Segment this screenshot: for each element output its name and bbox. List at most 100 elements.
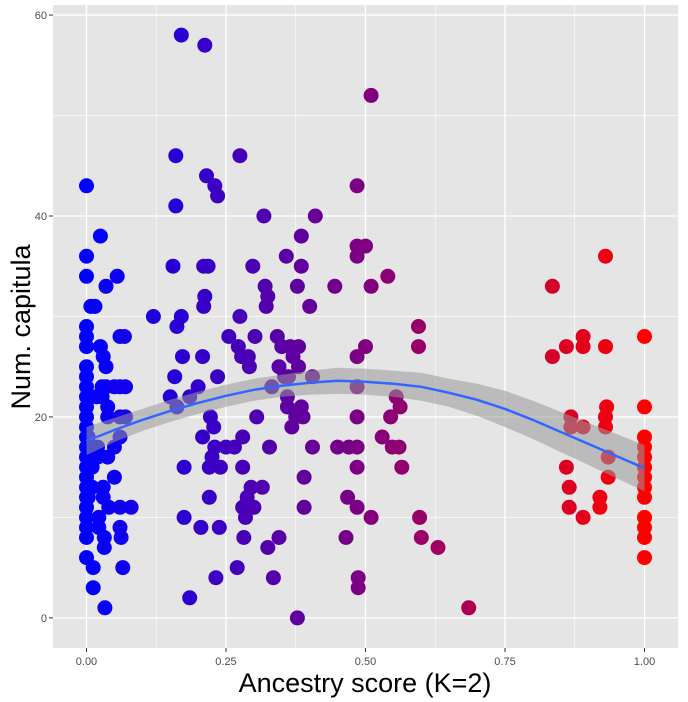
data-point — [106, 469, 122, 485]
x-tick-label: 0.50 — [355, 656, 376, 668]
data-point — [637, 489, 652, 505]
data-point — [561, 499, 577, 515]
data-point — [165, 258, 181, 274]
data-point — [97, 600, 113, 616]
data-point — [363, 87, 379, 103]
data-point — [260, 288, 276, 304]
data-point — [173, 309, 189, 324]
data-point — [118, 379, 133, 395]
data-point — [98, 359, 114, 375]
data-point — [236, 530, 252, 545]
data-point — [79, 268, 94, 284]
data-point — [85, 560, 101, 576]
major-gridlines — [53, 5, 678, 648]
data-point — [338, 530, 354, 545]
data-point — [291, 359, 306, 375]
data-point — [349, 409, 365, 425]
data-point — [197, 37, 213, 53]
data-point — [176, 459, 192, 475]
data-point — [411, 339, 426, 355]
data-point — [256, 208, 272, 224]
data-point — [392, 399, 408, 415]
y-tick-label: 60 — [35, 10, 47, 22]
data-point — [412, 509, 428, 525]
y-tick-label: 0 — [41, 613, 47, 625]
data-point — [598, 248, 613, 264]
data-point — [210, 188, 226, 204]
data-point — [145, 309, 161, 324]
data-point — [289, 278, 305, 294]
data-point — [254, 479, 270, 495]
data-point — [168, 198, 184, 214]
data-point — [210, 369, 226, 385]
data-point — [167, 369, 183, 385]
data-point — [200, 258, 216, 274]
data-point — [79, 530, 94, 545]
x-axis-ticks: 0.00 0.25 0.50 0.75 1.00 — [76, 648, 655, 668]
data-point — [561, 479, 577, 495]
data-point — [411, 319, 426, 334]
data-point — [96, 540, 112, 555]
data-point — [637, 530, 652, 545]
data-point — [575, 339, 591, 355]
data-point — [232, 309, 248, 324]
data-point — [109, 268, 125, 284]
data-point — [226, 439, 242, 455]
data-point — [289, 610, 305, 626]
data-point — [599, 399, 615, 415]
data-point — [195, 429, 211, 445]
data-point — [116, 329, 132, 344]
data-point — [330, 439, 346, 455]
data-point — [229, 560, 245, 576]
x-tick-label: 1.00 — [634, 656, 655, 668]
data-point — [206, 419, 222, 435]
data-point — [211, 519, 227, 535]
data-point — [92, 228, 108, 244]
data-point — [327, 278, 343, 294]
data-point — [350, 580, 366, 596]
data-point — [208, 570, 224, 586]
data-point — [358, 238, 373, 254]
data-point — [87, 298, 103, 314]
data-point — [637, 399, 652, 415]
data-point — [637, 550, 652, 566]
data-point — [278, 248, 294, 264]
data-point — [247, 329, 263, 344]
data-point — [349, 439, 365, 455]
data-point — [293, 228, 309, 244]
data-point — [544, 278, 560, 294]
data-point — [265, 570, 281, 586]
data-point — [173, 27, 189, 43]
data-point — [430, 540, 446, 555]
data-point — [305, 439, 320, 455]
data-point — [197, 288, 213, 304]
y-axis-title: Num. capitula — [6, 243, 36, 409]
data-point — [176, 509, 192, 525]
data-point — [262, 439, 277, 455]
data-point — [241, 359, 257, 375]
data-point — [175, 349, 190, 365]
data-point — [245, 258, 261, 274]
data-point — [221, 329, 237, 344]
data-point — [461, 600, 477, 616]
data-point — [98, 278, 114, 294]
data-point — [279, 399, 295, 415]
fit-line — [86, 379, 645, 470]
data-point — [201, 489, 217, 505]
data-point — [115, 560, 131, 576]
data-point — [79, 178, 94, 194]
data-point — [85, 580, 101, 596]
data-point — [84, 479, 100, 495]
y-tick-label: 20 — [35, 412, 47, 424]
data-points — [79, 27, 652, 626]
data-point — [544, 349, 560, 365]
confidence-band — [86, 367, 645, 492]
data-point — [249, 409, 265, 425]
data-point — [101, 499, 117, 515]
data-point — [295, 409, 311, 425]
data-point — [235, 429, 251, 445]
data-point — [243, 479, 259, 495]
y-axis-ticks: 0 20 40 60 — [35, 10, 53, 625]
data-point — [307, 208, 323, 224]
data-point — [113, 530, 129, 545]
